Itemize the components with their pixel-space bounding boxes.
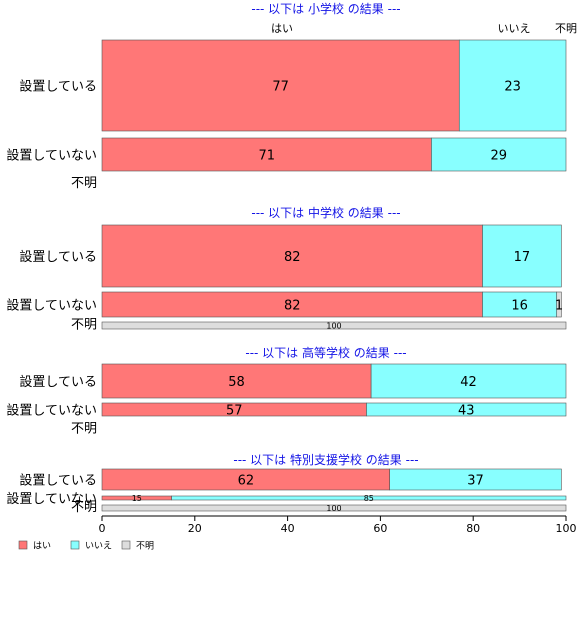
x-tick-label: 40 <box>281 522 295 535</box>
row-label: 設置している <box>19 374 97 390</box>
legend-swatch <box>18 540 28 550</box>
data-label: 82 <box>284 250 301 265</box>
row-label: 設置していない <box>6 147 97 163</box>
bar-segment <box>482 291 558 318</box>
data-label: 58 <box>228 375 245 390</box>
legend-swatch <box>121 540 131 550</box>
data-label: 85 <box>364 494 374 503</box>
data-label: 1 <box>555 298 563 313</box>
data-label: 100 <box>326 504 341 513</box>
category-header: 不明 <box>555 22 577 35</box>
panel-title: --- 以下は 高等学校 の結果 --- <box>245 345 406 360</box>
bar-segment <box>482 224 562 288</box>
row-label: 設置している <box>19 249 97 265</box>
row-label: 不明 <box>71 318 97 333</box>
data-label: 29 <box>490 148 507 163</box>
data-label: 43 <box>458 403 475 418</box>
data-label: 17 <box>514 250 531 265</box>
panel-title: --- 以下は 中学校 の結果 --- <box>251 205 400 220</box>
data-label: 15 <box>132 494 142 503</box>
bar-segment <box>101 39 460 132</box>
row-label: 不明 <box>71 500 97 515</box>
row-label: 設置している <box>19 78 97 94</box>
legend-label: はい <box>33 541 51 552</box>
x-tick-label: 80 <box>466 522 480 535</box>
bar-segment <box>101 224 483 288</box>
row-label: 設置していない <box>6 402 97 418</box>
data-label: 100 <box>326 322 341 331</box>
bar-segment <box>366 402 567 417</box>
bar-segment <box>556 291 562 318</box>
bar-segment <box>101 137 432 172</box>
row-label: 設置していない <box>6 297 97 313</box>
data-label: 16 <box>511 298 528 313</box>
legend-label: いいえ <box>85 541 112 552</box>
data-label: 82 <box>284 298 301 313</box>
data-label: 77 <box>272 79 289 94</box>
data-label: 37 <box>467 473 484 488</box>
data-label: 57 <box>226 403 243 418</box>
bar-segment <box>458 39 567 132</box>
data-label: 23 <box>504 79 521 94</box>
legend-swatch <box>70 540 80 550</box>
bar-segment <box>101 291 483 318</box>
bar-segment <box>101 504 567 512</box>
category-header: はい <box>271 22 293 35</box>
bar-segment <box>101 321 567 330</box>
panel-title: --- 以下は 特別支援学校 の結果 --- <box>233 452 418 467</box>
bar-segment <box>389 468 562 491</box>
bar-segment <box>101 363 372 399</box>
x-tick-label: 20 <box>188 522 202 535</box>
data-label: 62 <box>238 473 255 488</box>
row-label: 設置している <box>19 472 97 488</box>
data-label: 42 <box>460 375 477 390</box>
legend-label: 不明 <box>136 541 154 552</box>
row-label: 設置していない <box>6 491 97 507</box>
x-tick-label: 60 <box>373 522 387 535</box>
x-tick-label: 0 <box>99 522 106 535</box>
bar-segment <box>370 363 567 399</box>
row-label: 不明 <box>71 422 97 437</box>
data-label: 71 <box>258 148 275 163</box>
category-header: いいえ <box>498 22 531 35</box>
row-label: 不明 <box>71 176 97 191</box>
x-tick-label: 100 <box>556 522 577 535</box>
bar-segment <box>171 495 567 501</box>
bar-segment <box>431 137 567 172</box>
panel-title: --- 以下は 小学校 の結果 --- <box>251 1 400 16</box>
